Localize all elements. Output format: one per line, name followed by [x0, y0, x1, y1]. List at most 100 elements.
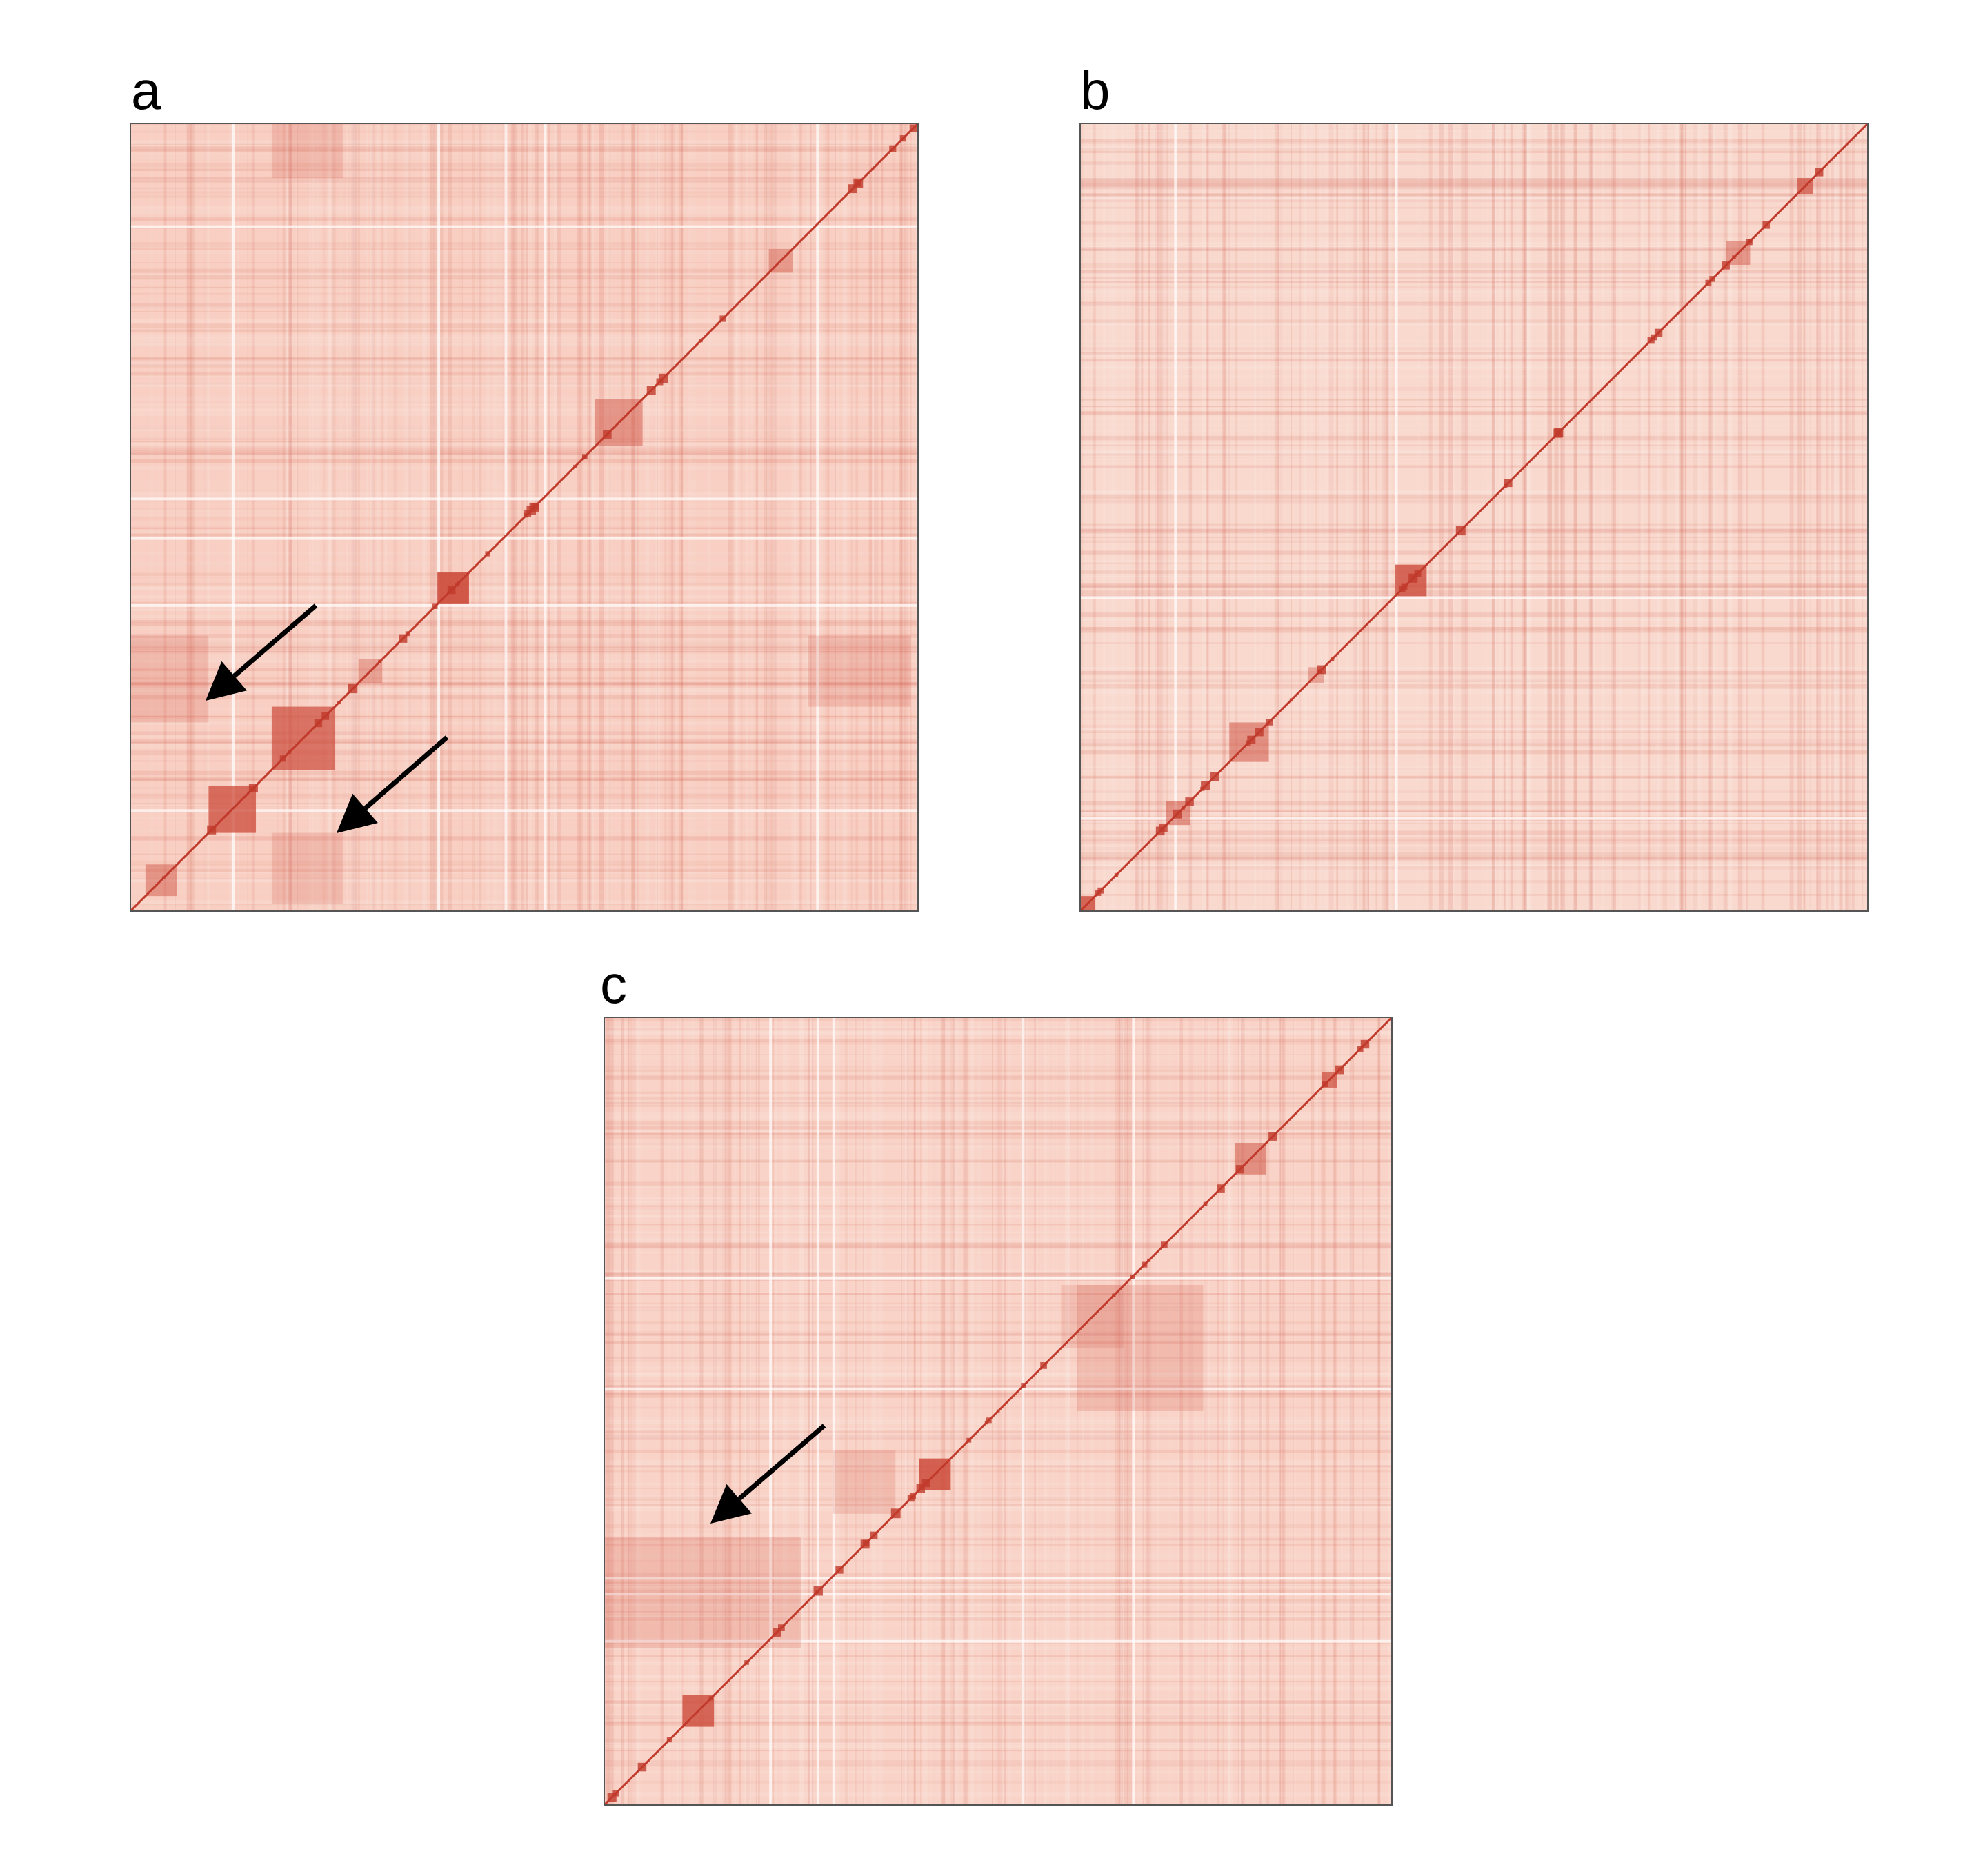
- texture-band-h: [130, 677, 919, 680]
- texture-band-v: [339, 123, 343, 912]
- texture-band-v: [708, 123, 711, 912]
- texture-band-v: [825, 123, 827, 912]
- texture-band-h: [1079, 534, 1869, 537]
- texture-band-v: [635, 123, 637, 912]
- texture-band-h: [1079, 246, 1869, 249]
- texture-band-v: [908, 1017, 909, 1806]
- texture-band-v: [874, 123, 879, 912]
- texture-band-h: [604, 1246, 1393, 1248]
- texture-band-v: [1082, 1017, 1084, 1806]
- texture-band-h: [130, 655, 919, 660]
- texture-band-v: [1618, 123, 1622, 912]
- texture-band-h: [1079, 765, 1869, 768]
- light-line-v: [504, 123, 508, 912]
- texture-band-v: [743, 1017, 747, 1806]
- texture-band-h: [130, 622, 919, 626]
- texture-band-h: [1079, 856, 1869, 861]
- texture-band-h: [604, 1560, 1393, 1562]
- texture-band-h: [1079, 812, 1869, 815]
- texture-band-v: [861, 123, 863, 912]
- texture-band-h: [130, 564, 919, 566]
- texture-band-v: [1311, 1017, 1315, 1806]
- texture-band-h: [1079, 679, 1869, 681]
- texture-band-h: [1079, 550, 1869, 555]
- texture-band-v: [1328, 123, 1334, 912]
- light-line-h: [604, 1277, 1393, 1280]
- texture-band-v: [1089, 1017, 1094, 1806]
- texture-band-v: [535, 123, 539, 912]
- texture-band-h: [130, 864, 919, 866]
- texture-band-h: [1079, 857, 1869, 859]
- heatmap-panel-a: [130, 123, 919, 912]
- texture-band-h: [1079, 731, 1869, 733]
- texture-band-h: [1079, 585, 1869, 588]
- texture-band-v: [1492, 123, 1495, 912]
- texture-band-h: [130, 499, 919, 502]
- texture-band-h: [1079, 130, 1869, 133]
- texture-band-h: [130, 660, 919, 663]
- texture-band-v: [764, 123, 767, 912]
- light-line-v: [816, 1017, 819, 1806]
- texture-band-v: [289, 123, 292, 912]
- texture-band-h: [130, 444, 919, 446]
- texture-band-v: [868, 123, 873, 912]
- texture-band-h: [604, 1601, 1393, 1605]
- texture-band-h: [604, 1646, 1393, 1650]
- texture-band-h: [604, 1791, 1393, 1797]
- texture-band-h: [604, 1420, 1393, 1425]
- texture-band-v: [1491, 123, 1493, 912]
- texture-band-h: [130, 646, 919, 649]
- texture-band-v: [1482, 123, 1484, 912]
- texture-band-v: [478, 123, 481, 912]
- texture-band-v: [1527, 123, 1532, 912]
- texture-band-h: [130, 779, 919, 781]
- texture-band-v: [1852, 123, 1855, 912]
- texture-band-h: [1079, 352, 1869, 355]
- texture-band-v: [1239, 1017, 1245, 1806]
- texture-band-h: [130, 900, 919, 904]
- texture-band-h: [604, 1274, 1393, 1278]
- texture-band-v: [1378, 1017, 1381, 1806]
- texture-band-h: [130, 187, 919, 190]
- texture-band-h: [130, 479, 919, 485]
- texture-band-v: [818, 123, 821, 912]
- texture-band-v: [251, 123, 255, 912]
- texture-band-v: [1188, 1017, 1190, 1806]
- texture-band-v: [1680, 123, 1684, 912]
- texture-band-v: [150, 123, 154, 912]
- texture-band-v: [1724, 123, 1728, 912]
- texture-band-h: [1079, 540, 1869, 543]
- texture-band-h: [1079, 490, 1869, 494]
- texture-band-v: [1441, 123, 1442, 912]
- texture-band-h: [604, 1507, 1393, 1508]
- texture-band-h: [130, 731, 919, 736]
- texture-band-v: [992, 1017, 993, 1806]
- texture-band-v: [1279, 1017, 1282, 1806]
- texture-band-v: [688, 1017, 689, 1806]
- texture-band-h: [130, 163, 919, 168]
- texture-band-v: [814, 123, 817, 912]
- texture-band-v: [810, 1017, 812, 1806]
- texture-band-v: [432, 123, 437, 912]
- texture-band-h: [1079, 630, 1869, 633]
- texture-band-h: [1079, 177, 1869, 181]
- texture-band-v: [1648, 123, 1651, 912]
- texture-band-h: [130, 445, 919, 448]
- texture-band-v: [720, 1017, 722, 1806]
- texture-band-h: [130, 628, 919, 631]
- texture-band-v: [1053, 1017, 1057, 1806]
- texture-band-v: [1188, 123, 1193, 912]
- texture-band-v: [661, 1017, 664, 1806]
- texture-band-h: [604, 1075, 1393, 1080]
- texture-band-v: [746, 1017, 750, 1806]
- texture-band-v: [1644, 123, 1646, 912]
- texture-band-h: [604, 1483, 1393, 1486]
- texture-band-h: [130, 750, 919, 756]
- texture-band-h: [1079, 766, 1869, 772]
- offdiagonal-cluster: [1077, 1284, 1204, 1411]
- texture-band-h: [604, 1654, 1393, 1659]
- texture-band-h: [1079, 198, 1869, 201]
- texture-band-h: [1079, 679, 1869, 683]
- texture-band-v: [812, 1017, 814, 1806]
- texture-band-h: [1079, 559, 1869, 564]
